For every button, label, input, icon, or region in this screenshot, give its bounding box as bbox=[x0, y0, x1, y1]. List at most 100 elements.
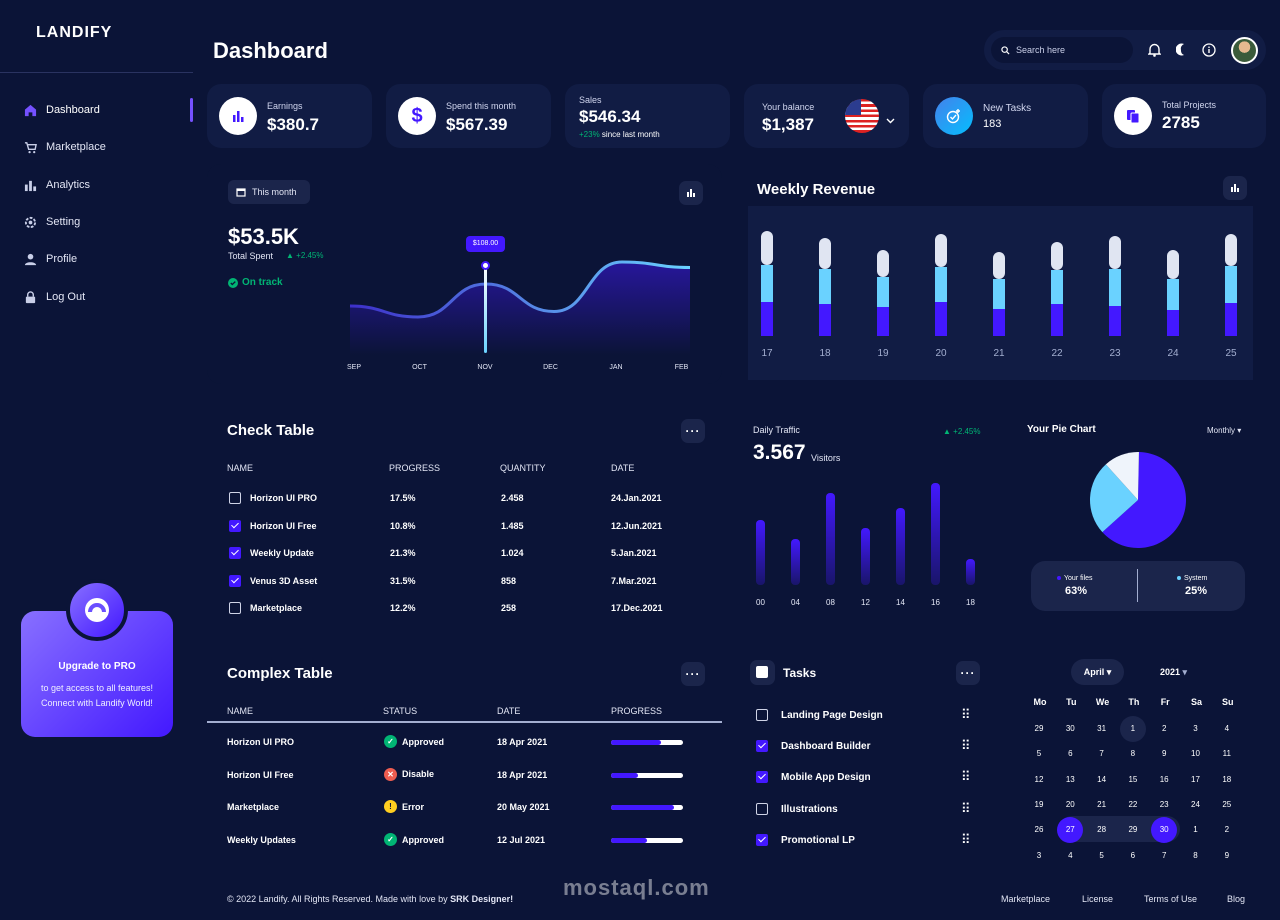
calendar-day[interactable]: 1 bbox=[1119, 716, 1146, 742]
year-select[interactable]: 2021 ▾ bbox=[1160, 667, 1188, 677]
spend-value: $567.39 bbox=[446, 115, 508, 134]
calendar-day[interactable]: 29 bbox=[1034, 724, 1044, 733]
month-select[interactable]: April ▾ bbox=[1071, 659, 1124, 685]
x-tick-label: 18 bbox=[819, 348, 831, 359]
calendar-day[interactable]: 21 bbox=[1097, 799, 1107, 809]
avatar[interactable] bbox=[1231, 37, 1258, 64]
drag-handle-icon[interactable]: ⠿ bbox=[961, 738, 971, 754]
calendar-day[interactable]: 3 bbox=[1036, 850, 1042, 860]
total-projects-label: Total Projects bbox=[1162, 100, 1217, 110]
footer-link-blog[interactable]: Blog bbox=[1227, 894, 1246, 904]
task-checkbox[interactable] bbox=[756, 740, 768, 753]
calendar-day[interactable]: 4 bbox=[1068, 850, 1073, 860]
sidebar-item-dashboard[interactable]: Dashboard bbox=[0, 98, 193, 122]
calendar-day[interactable]: 12 bbox=[1034, 774, 1044, 784]
more-options-button[interactable]: ··· bbox=[956, 661, 980, 685]
calendar-day[interactable]: 6 bbox=[1130, 850, 1136, 860]
drag-handle-icon[interactable]: ⠿ bbox=[961, 800, 971, 816]
calendar-day[interactable]: 23 bbox=[1159, 799, 1169, 809]
tasks-title: Tasks bbox=[783, 666, 817, 680]
spend-card: $ Spend this month $567.39 bbox=[386, 84, 551, 148]
calendar-day[interactable]: 4 bbox=[1224, 724, 1230, 733]
calendar-day[interactable]: 20 bbox=[1065, 799, 1075, 809]
chart-icon[interactable] bbox=[1223, 176, 1247, 200]
bar-segment bbox=[1109, 269, 1121, 306]
calendar-day[interactable]: 24 bbox=[1191, 799, 1200, 809]
sidebar-item-marketplace[interactable]: Marketplace bbox=[0, 135, 193, 159]
table-cell-date: 18 Apr 2021 bbox=[497, 737, 548, 747]
calendar-day[interactable]: 2 bbox=[1224, 825, 1230, 835]
drag-handle-icon[interactable]: ⠿ bbox=[961, 831, 971, 847]
sidebar-item-logout[interactable]: Log Out bbox=[0, 285, 193, 309]
moon-icon[interactable] bbox=[1175, 43, 1188, 61]
calendar-day[interactable]: 18 bbox=[1222, 774, 1232, 784]
calendar-day[interactable]: 27 bbox=[1057, 817, 1084, 844]
row-checkbox[interactable] bbox=[229, 602, 241, 614]
drag-handle-icon[interactable]: ⠿ bbox=[961, 769, 971, 785]
calendar-day[interactable]: 17 bbox=[1191, 774, 1200, 784]
drag-handle-icon[interactable]: ⠿ bbox=[961, 707, 971, 722]
sidebar-item-setting[interactable]: Setting bbox=[0, 210, 193, 234]
row-checkbox[interactable] bbox=[229, 519, 241, 532]
column-header: DATE bbox=[611, 463, 635, 473]
traffic-unit: Visitors bbox=[811, 453, 841, 463]
calendar-day[interactable]: 1 bbox=[1193, 825, 1198, 835]
chart-icon[interactable] bbox=[679, 181, 703, 205]
calendar-day[interactable]: 8 bbox=[1193, 850, 1198, 860]
calendar-day[interactable]: 26 bbox=[1034, 825, 1044, 835]
calendar-day[interactable]: 30 bbox=[1151, 817, 1178, 844]
us-flag-icon[interactable] bbox=[845, 99, 879, 133]
calendar-day[interactable]: 11 bbox=[1222, 749, 1231, 759]
calendar-day[interactable]: 5 bbox=[1099, 850, 1104, 860]
footer-link-license[interactable]: License bbox=[1082, 894, 1114, 904]
calendar-day[interactable]: 9 bbox=[1224, 850, 1230, 860]
bar-segment bbox=[819, 269, 831, 304]
bell-icon[interactable] bbox=[1147, 43, 1162, 62]
search-input[interactable]: Search here bbox=[991, 37, 1133, 63]
calendar-day[interactable]: 28 bbox=[1097, 825, 1107, 835]
task-checkbox[interactable] bbox=[756, 771, 768, 784]
calendar-day[interactable]: 8 bbox=[1130, 749, 1136, 759]
calendar-day[interactable]: 30 bbox=[1065, 724, 1075, 733]
calendar-day[interactable]: 9 bbox=[1161, 749, 1167, 759]
calendar-day[interactable]: 13 bbox=[1065, 774, 1075, 784]
copyright: © 2022 Landify. All Rights Reserved. Mad… bbox=[227, 894, 514, 904]
upgrade-logo-icon[interactable] bbox=[66, 579, 128, 641]
calendar-day[interactable]: 15 bbox=[1128, 774, 1138, 784]
calendar-day[interactable]: 22 bbox=[1128, 799, 1138, 809]
more-options-button[interactable]: ··· bbox=[681, 662, 705, 686]
row-checkbox[interactable] bbox=[229, 492, 241, 504]
sidebar-item-profile[interactable]: Profile bbox=[0, 247, 193, 271]
task-checkbox[interactable] bbox=[756, 833, 768, 846]
period-select[interactable]: Monthly ▾ bbox=[1207, 426, 1242, 435]
calendar-day[interactable]: 19 bbox=[1034, 799, 1044, 809]
calendar-day[interactable]: 10 bbox=[1191, 749, 1200, 759]
calendar-day[interactable]: 16 bbox=[1159, 774, 1169, 784]
task-checkbox[interactable] bbox=[756, 802, 768, 815]
table-cell-name: Venus 3D Asset bbox=[250, 575, 318, 586]
calendar-day[interactable]: 31 bbox=[1097, 724, 1107, 733]
footer-link-terms[interactable]: Terms of Use bbox=[1144, 894, 1198, 904]
row-checkbox[interactable] bbox=[229, 547, 241, 559]
task-checkbox[interactable] bbox=[756, 709, 768, 721]
calendar-day[interactable]: 5 bbox=[1036, 749, 1042, 759]
calendar-day[interactable]: 14 bbox=[1097, 774, 1107, 784]
calendar-day[interactable]: 29 bbox=[1128, 825, 1138, 835]
calendar-day[interactable]: 7 bbox=[1161, 850, 1167, 860]
footer-link-marketplace[interactable]: Marketplace bbox=[1001, 894, 1051, 904]
calendar-day[interactable]: 7 bbox=[1099, 749, 1104, 759]
row-checkbox[interactable] bbox=[229, 574, 241, 587]
new-tasks-card: New Tasks 183 bbox=[923, 84, 1088, 148]
calendar-day[interactable]: 25 bbox=[1222, 799, 1232, 809]
calendar-day[interactable]: 3 bbox=[1193, 724, 1198, 733]
calendar-day[interactable]: 2 bbox=[1161, 724, 1167, 733]
more-options-button[interactable]: ··· bbox=[681, 419, 705, 443]
lock-icon bbox=[23, 290, 37, 304]
sidebar-item-analytics[interactable]: Analytics bbox=[0, 173, 193, 197]
chevron-down-icon[interactable] bbox=[886, 111, 895, 129]
traffic-bar bbox=[931, 483, 940, 585]
weekday-label: Mo bbox=[1033, 697, 1047, 707]
calendar-day[interactable]: 6 bbox=[1068, 749, 1073, 759]
period-button[interactable]: This month bbox=[228, 180, 310, 204]
info-icon[interactable] bbox=[1202, 43, 1216, 62]
